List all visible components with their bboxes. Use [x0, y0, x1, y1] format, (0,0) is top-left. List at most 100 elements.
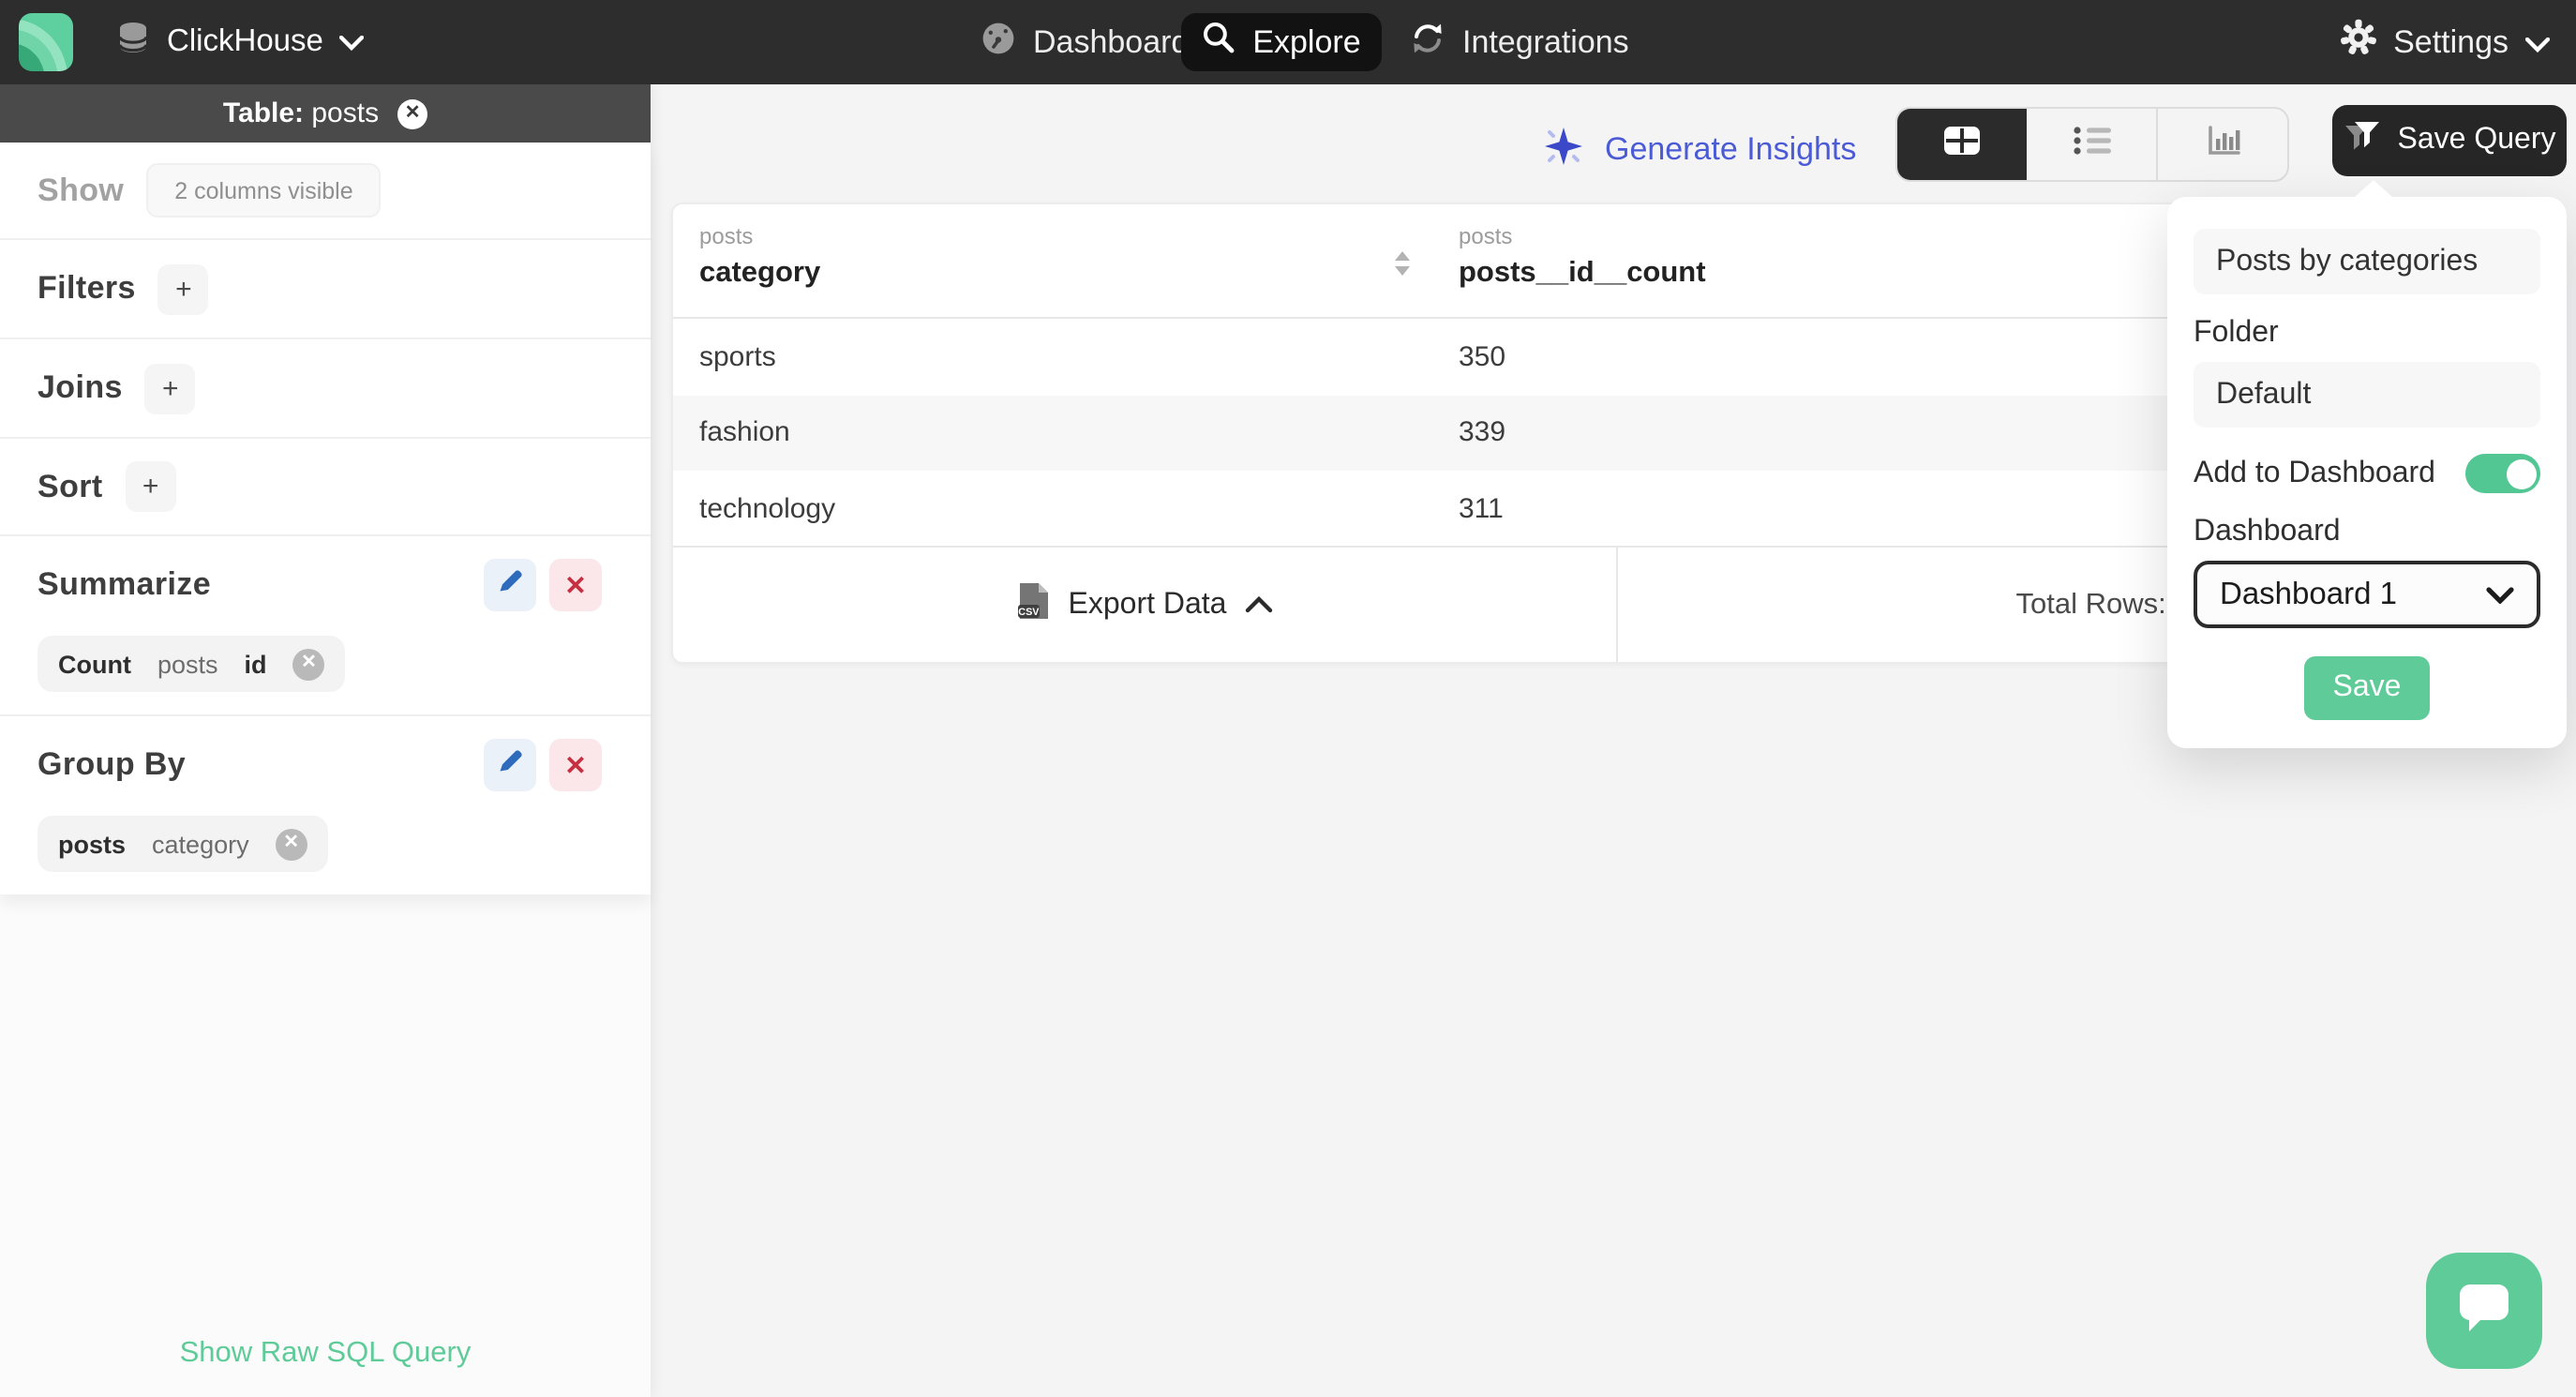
columns-visible-chip[interactable]: 2 columns visible: [146, 163, 382, 218]
app-logo[interactable]: [19, 13, 73, 71]
joins-label: Joins: [37, 369, 123, 405]
pencil-icon: [496, 746, 524, 784]
pencil-icon: [496, 566, 524, 604]
generate-insights-button[interactable]: Generate Insights: [1541, 124, 1856, 176]
cell-category: sports: [699, 340, 776, 373]
sort-label: Sort: [37, 468, 103, 503]
show-label: Show: [37, 172, 125, 207]
query-builder-sidebar: Table: posts ✕ Show 2 columns visible Fi…: [0, 84, 651, 1397]
search-icon: [1202, 21, 1236, 64]
tab-explore[interactable]: Explore: [1181, 13, 1382, 71]
chat-widget-button[interactable]: [2426, 1253, 2542, 1369]
add-to-dashboard-toggle[interactable]: [2465, 454, 2540, 493]
total-rows-label: Total Rows:: [2015, 588, 2166, 620]
column-header-count[interactable]: posts posts__id__count: [1459, 223, 1706, 291]
sparkle-icon: [1541, 123, 1586, 177]
datasource-name: ClickHouse: [167, 24, 323, 58]
edit-group-by-button[interactable]: [484, 739, 536, 791]
chart-view-icon: [2204, 123, 2241, 166]
top-bar: ClickHouse Dashboard Explore Integration…: [0, 0, 2576, 84]
edit-summarize-button[interactable]: [484, 559, 536, 611]
query-name-input[interactable]: Posts by categories: [2194, 229, 2540, 294]
filters-section: Filters +: [0, 240, 651, 339]
tab-label: Explore: [1252, 23, 1361, 59]
remove-chip-button[interactable]: ✕: [275, 828, 307, 860]
remove-group-by-button[interactable]: ✕: [549, 739, 602, 791]
summarize-label: Summarize: [37, 566, 212, 602]
datasource-switcher[interactable]: ClickHouse: [116, 0, 366, 84]
save-query-label: Save Query: [2397, 124, 2556, 156]
table-header-label: Table:: [222, 98, 305, 129]
save-query-popover: Posts by categories Folder Default Add t…: [2167, 180, 2567, 748]
column-header-category[interactable]: posts category: [699, 223, 820, 291]
export-data-button[interactable]: CSV Export Data: [673, 548, 1618, 662]
remove-chip-button[interactable]: ✕: [292, 648, 325, 680]
remove-summarize-button[interactable]: ✕: [549, 559, 602, 611]
chevron-down-icon: [339, 24, 366, 60]
remove-table-button[interactable]: ✕: [397, 98, 428, 128]
show-section: Show 2 columns visible: [0, 143, 651, 240]
add-to-dashboard-label: Add to Dashboard: [2194, 457, 2435, 488]
table-header-value: posts: [311, 98, 380, 129]
chip-table: posts: [58, 830, 127, 858]
joins-section: Joins +: [0, 339, 651, 439]
filters-label: Filters: [37, 270, 136, 306]
view-list-button[interactable]: [2027, 109, 2158, 180]
gauge-icon: [981, 20, 1016, 65]
settings-label: Settings: [2393, 23, 2509, 59]
column-name: posts__id__count: [1459, 257, 1706, 289]
table-header: Table: posts ✕: [0, 84, 651, 143]
view-table-button[interactable]: [1897, 109, 2027, 180]
list-view-icon: [2071, 123, 2112, 166]
cell-category: fashion: [699, 416, 790, 449]
column-table-name: posts: [699, 223, 754, 249]
chip-table: posts: [157, 650, 218, 678]
chip-column: category: [152, 830, 249, 858]
folder-label: Folder: [2194, 317, 2279, 349]
save-query-button[interactable]: Save Query: [2332, 105, 2567, 176]
cell-count: 350: [1459, 340, 1506, 373]
cell-category: technology: [699, 492, 836, 525]
export-data-label: Export Data: [1068, 588, 1227, 620]
dashboard-select[interactable]: Dashboard 1: [2194, 561, 2540, 628]
column-name: category: [699, 257, 821, 289]
add-join-button[interactable]: +: [144, 363, 196, 413]
view-chart-button[interactable]: [2158, 109, 2287, 180]
cell-count: 311: [1459, 492, 1504, 525]
chip-column: id: [244, 650, 267, 678]
folder-input[interactable]: Default: [2194, 362, 2540, 428]
popover-arrow: [2355, 180, 2392, 197]
sort-section: Sort +: [0, 439, 651, 536]
group-by-section: Group By ✕ posts category ✕: [0, 716, 651, 894]
chevron-up-icon: [1245, 588, 1273, 622]
dashboard-label: Dashboard: [2194, 516, 2341, 548]
table-view-icon: [1942, 123, 1982, 166]
sync-icon: [1410, 20, 1445, 65]
database-icon: [116, 20, 150, 65]
tab-integrations[interactable]: Integrations: [1410, 0, 1629, 84]
group-by-chip: posts category ✕: [37, 816, 328, 872]
gear-icon: [2339, 19, 2376, 66]
tab-dashboard[interactable]: Dashboard: [981, 0, 1189, 84]
generate-insights-label: Generate Insights: [1605, 131, 1857, 167]
summarize-section: Summarize ✕ Count posts id ✕: [0, 536, 651, 716]
chevron-down-icon: [2524, 23, 2551, 61]
view-switcher: [1895, 107, 2289, 182]
table-row[interactable]: technology 311: [673, 471, 2557, 547]
popover-save-button[interactable]: Save: [2304, 656, 2430, 720]
funnel-icon: [2344, 120, 2381, 161]
table-footer: CSV Export Data Total Rows:3: [673, 546, 2557, 662]
group-by-label: Group By: [37, 746, 187, 782]
sidebar-panel: Show 2 columns visible Filters + Joins +…: [0, 143, 651, 894]
table-row[interactable]: sports 350: [673, 319, 2557, 395]
sort-toggle-icon[interactable]: [1395, 251, 1410, 276]
settings-menu[interactable]: Settings: [2339, 0, 2551, 84]
tab-label: Integrations: [1462, 23, 1629, 59]
add-sort-button[interactable]: +: [125, 461, 176, 512]
add-filter-button[interactable]: +: [157, 263, 209, 314]
chevron-down-icon: [2486, 577, 2514, 612]
cell-count: 339: [1459, 416, 1506, 449]
chat-bubble-icon: [2454, 1279, 2514, 1343]
show-raw-sql-link[interactable]: Show Raw SQL Query: [179, 1337, 472, 1369]
